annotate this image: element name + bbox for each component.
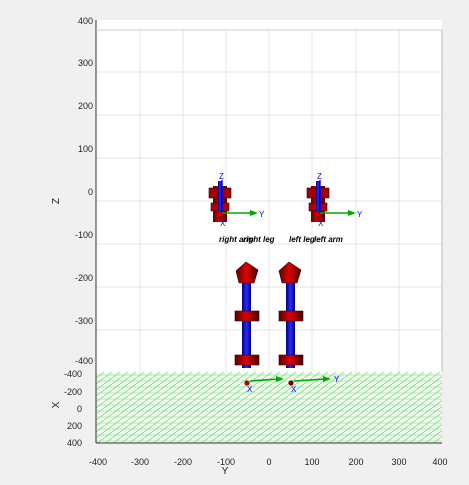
left-leg-knee bbox=[278, 310, 304, 322]
y-tick: -300 bbox=[131, 457, 149, 467]
right-leg-origin bbox=[244, 380, 250, 386]
left-arm-bone bbox=[316, 181, 320, 211]
x-tick: -200 bbox=[64, 387, 82, 397]
axes-back-wall bbox=[96, 20, 442, 30]
right-leg-segment[interactable]: X bbox=[234, 261, 284, 394]
right-arm-x-label: X bbox=[220, 219, 226, 228]
left-leg-hip-cap bbox=[278, 261, 302, 284]
y-tick: -400 bbox=[89, 457, 107, 467]
y-tick: 400 bbox=[432, 457, 447, 467]
right-leg-x-label: X bbox=[247, 385, 253, 394]
z-tick-labels: 400 300 200 100 0 -100 -200 -300 -400 bbox=[75, 16, 93, 366]
left-arm-x-label: X bbox=[318, 219, 324, 228]
x-tick: 400 bbox=[67, 438, 82, 448]
right-arm-segment[interactable]: Z Y X bbox=[208, 172, 265, 228]
left-arm-y-arrow bbox=[348, 210, 356, 216]
x-axis-label: X bbox=[51, 401, 62, 408]
z-tick: 100 bbox=[78, 144, 93, 154]
right-arm-bone bbox=[218, 181, 222, 211]
z-tick: 200 bbox=[78, 101, 93, 111]
right-arm-z-label: Z bbox=[219, 172, 224, 181]
left-leg-ankle bbox=[278, 354, 304, 366]
y-tick: 200 bbox=[348, 457, 363, 467]
left-leg-y-arrow bbox=[323, 376, 331, 382]
left-arm-segment[interactable]: Z Y X bbox=[306, 172, 363, 228]
left-leg-origin bbox=[288, 380, 294, 386]
floor-plane-overlay bbox=[96, 372, 442, 443]
left-leg-label: left leg bbox=[289, 235, 315, 244]
z-axis-label: Z bbox=[51, 198, 62, 204]
right-leg-ankle bbox=[234, 354, 260, 366]
y-tick-labels: -400 -300 -200 -100 0 100 200 300 400 bbox=[89, 457, 448, 467]
x-tick: 200 bbox=[67, 421, 82, 431]
y-tick: 0 bbox=[266, 457, 271, 467]
z-tick: -100 bbox=[75, 230, 93, 240]
z-tick: 400 bbox=[78, 16, 93, 26]
right-leg-y-arrow bbox=[276, 376, 284, 382]
right-arm-origin bbox=[218, 215, 224, 221]
y-tick: 100 bbox=[304, 457, 319, 467]
left-leg-y-axis bbox=[293, 378, 326, 382]
right-leg-hip-cap bbox=[235, 261, 259, 284]
grid-horizontal bbox=[96, 71, 442, 331]
z-tick: 0 bbox=[88, 187, 93, 197]
right-leg-y-axis bbox=[249, 378, 279, 382]
z-tick: -300 bbox=[75, 316, 93, 326]
x-tick-labels: -400 -200 0 200 400 bbox=[64, 369, 82, 448]
x-tick: -400 bbox=[64, 369, 82, 379]
left-arm-y-label: Y bbox=[357, 210, 363, 219]
y-tick: 300 bbox=[391, 457, 406, 467]
left-arm-origin bbox=[316, 215, 322, 221]
left-leg-y-label: Y bbox=[334, 375, 340, 384]
z-tick: 300 bbox=[78, 58, 93, 68]
left-leg-segment[interactable]: X Y bbox=[278, 261, 340, 394]
z-tick: -400 bbox=[75, 356, 93, 366]
right-arm-label: right arm bbox=[219, 235, 254, 244]
y-tick: -100 bbox=[217, 457, 235, 467]
right-leg-label: right leg bbox=[243, 235, 275, 244]
x-tick: 0 bbox=[77, 404, 82, 414]
right-arm-y-arrow bbox=[250, 210, 258, 216]
left-leg-x-label: X bbox=[291, 385, 297, 394]
left-arm-z-label: Z bbox=[317, 172, 322, 181]
left-arm-label: left arm bbox=[314, 235, 343, 244]
right-leg-knee bbox=[234, 310, 260, 322]
y-tick: -200 bbox=[174, 457, 192, 467]
y-axis-label: Y bbox=[222, 466, 229, 477]
floor-plane bbox=[96, 372, 442, 443]
z-tick: -200 bbox=[75, 273, 93, 283]
right-arm-y-label: Y bbox=[259, 210, 265, 219]
